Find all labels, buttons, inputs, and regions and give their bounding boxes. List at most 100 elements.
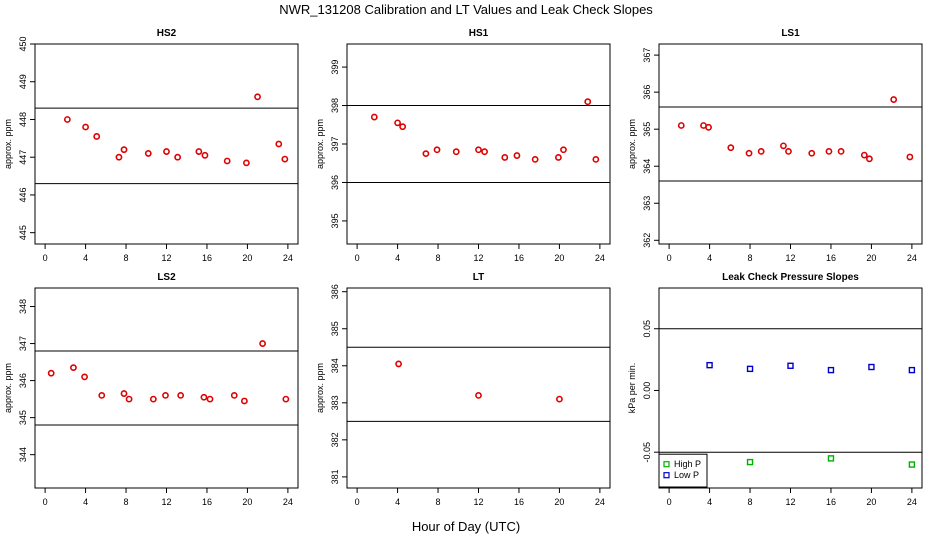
x-tick-label: 8 (748, 497, 753, 507)
data-point (592, 155, 600, 163)
data-point (281, 155, 289, 163)
panel-title: LT (473, 272, 484, 283)
y-axis-label: kPa per min. (627, 363, 637, 414)
plot-frame (346, 287, 611, 489)
y-tick-label: 446 (18, 187, 28, 202)
panel-title: Leak Check Pressure Slopes (722, 272, 859, 283)
y-axis-label: approx. ppm (315, 119, 325, 169)
x-tick-label: 0 (667, 497, 672, 507)
data-point (556, 395, 563, 403)
y-tick-label: 386 (330, 284, 340, 299)
x-tick-label: 8 (124, 253, 129, 263)
x-tick-label: 24 (595, 253, 605, 263)
data-point (677, 122, 685, 129)
legend-marker (663, 461, 670, 468)
x-tick-label: 16 (514, 497, 524, 507)
y-tick-label: 447 (18, 150, 28, 165)
y-tick-label: 348 (18, 299, 28, 314)
y-tick-label: 365 (642, 122, 652, 137)
y-axis-label: approx. ppm (627, 119, 637, 169)
panel-hs2: HS2 0 4 8 12 16 20 24 445 446 447 448 449 450 approx. … (3, 28, 299, 263)
x-tick-label: 0 (355, 497, 360, 507)
data-point (47, 369, 55, 377)
y-tick-label: 344 (18, 447, 28, 462)
data-point (501, 154, 509, 161)
x-tick-label: 0 (43, 253, 48, 263)
panel-ls2: LS2 0 4 8 12 16 20 24 344 345 346 347 348 approx. ppm (3, 272, 299, 507)
data-point (81, 373, 88, 381)
y-tick-label: 383 (330, 395, 340, 410)
data-point (177, 392, 185, 399)
data-point (162, 392, 169, 399)
data-point (70, 364, 77, 372)
y-tick-label: 398 (330, 98, 340, 113)
data-point (560, 146, 567, 154)
y-tick-label: 395 (330, 213, 340, 228)
y-tick-label: 381 (330, 469, 340, 484)
data-point (452, 148, 460, 156)
data-point (808, 149, 816, 157)
data-point (394, 119, 401, 127)
data-point (174, 153, 182, 161)
panel-leak-check-pressure-slopes: Leak Check Pressure Slopes 0 4 8 12 16 20 24 -0.… (627, 272, 923, 507)
x-tick-label: 20 (866, 253, 876, 263)
panel-title: LS2 (157, 272, 176, 283)
data-point (584, 98, 592, 106)
data-point (745, 149, 753, 157)
data-point (746, 365, 754, 373)
x-tick-label: 4 (707, 253, 712, 263)
data-point (201, 151, 209, 159)
data-point (780, 142, 787, 150)
y-axis-label: approx. ppm (3, 119, 13, 169)
data-point (827, 455, 835, 462)
data-point (144, 150, 152, 157)
legend-marker (663, 472, 670, 479)
data-point (82, 123, 89, 131)
data-point (399, 123, 407, 131)
data-point (908, 366, 916, 374)
data-point (727, 144, 735, 152)
data-point (475, 146, 482, 154)
y-tick-label: 384 (330, 358, 340, 373)
data-point (785, 148, 792, 155)
panel-lt: LT 0 4 8 12 16 20 24 381 382 383 384 385 386 approx. p… (315, 272, 611, 507)
data-point (825, 148, 833, 155)
data-point (787, 362, 794, 369)
data-point (827, 366, 835, 374)
x-tick-label: 20 (554, 253, 564, 263)
legend-label: High P (674, 459, 701, 469)
data-point (98, 392, 106, 399)
x-tick-label: 16 (826, 497, 836, 507)
data-point (120, 390, 128, 397)
data-point (481, 148, 488, 156)
y-tick-label: 396 (330, 175, 340, 190)
data-point (125, 395, 133, 403)
data-point (259, 340, 266, 347)
x-tick-label: 4 (395, 497, 400, 507)
data-point (163, 148, 170, 155)
panel-title: HS1 (469, 28, 489, 39)
x-tick-label: 12 (473, 253, 483, 263)
panel-ls1: LS1 0 4 8 12 16 20 24 362 363 364 365 366 367 approx. … (627, 28, 923, 263)
data-point (275, 140, 283, 148)
data-point (63, 116, 71, 123)
data-point (868, 363, 875, 371)
x-tick-label: 20 (554, 497, 564, 507)
x-tick-label: 12 (785, 253, 795, 263)
y-axis-label: approx. ppm (315, 363, 325, 413)
data-point (757, 148, 765, 155)
x-tick-label: 8 (124, 497, 129, 507)
x-tick-label: 24 (283, 253, 293, 263)
panel-hs1: HS1 0 4 8 12 16 20 24 395 396 397 398 399 approx. ppm (315, 28, 611, 263)
y-tick-label: 385 (330, 321, 340, 336)
data-point (282, 395, 290, 403)
x-tick-label: 24 (283, 497, 293, 507)
x-tick-label: 12 (161, 497, 171, 507)
x-tick-label: 8 (436, 253, 441, 263)
data-point (908, 461, 916, 468)
y-tick-label: 367 (642, 48, 652, 63)
x-tick-label: 8 (436, 497, 441, 507)
data-point (433, 146, 441, 154)
x-tick-label: 20 (242, 497, 252, 507)
